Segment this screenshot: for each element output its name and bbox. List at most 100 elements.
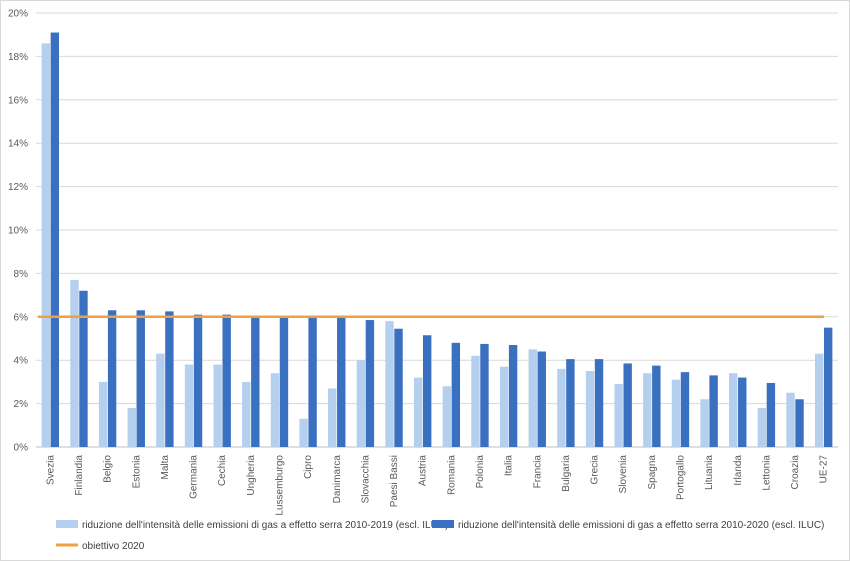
bar-2020 <box>738 377 747 447</box>
y-tick-label: 4% <box>14 356 29 367</box>
x-tick-label: Spagna <box>647 455 658 490</box>
bar-2019 <box>98 381 108 447</box>
bar-2020 <box>823 327 833 447</box>
y-tick-label: 12% <box>8 182 28 193</box>
bar-2019 <box>156 353 165 447</box>
bar-2020 <box>623 363 632 447</box>
y-tick-label: 8% <box>14 269 29 280</box>
x-tick-label: Danimarca <box>332 455 343 504</box>
x-tick-label: Cipro <box>303 455 314 479</box>
bar-2020 <box>337 316 346 447</box>
bar-2019 <box>184 364 194 447</box>
bar-2020 <box>451 342 461 447</box>
x-tick-label: Slovacchia <box>360 455 371 504</box>
bar-2020 <box>193 314 203 447</box>
bar-2020 <box>50 32 60 447</box>
bar-2020 <box>566 359 575 447</box>
bar-2019 <box>528 349 537 447</box>
bar-2020 <box>251 316 260 447</box>
bar-2020 <box>508 345 518 447</box>
bar-2020 <box>652 365 661 447</box>
y-tick-label: 20% <box>8 9 28 20</box>
bar-2020 <box>79 290 88 447</box>
x-tick-label: Malta <box>160 455 171 480</box>
bar-2019 <box>356 360 366 447</box>
bar-2020 <box>709 375 718 447</box>
y-tick-label: 0% <box>14 443 29 454</box>
bar-2020 <box>365 320 375 447</box>
x-tick-label: Romania <box>446 455 457 495</box>
bar-2019 <box>270 373 280 447</box>
legend-label-2020: riduzione dell'intensità delle emissioni… <box>458 520 824 531</box>
bar-2019 <box>814 353 824 447</box>
bar-2019 <box>585 371 595 447</box>
x-tick-label: Portogallo <box>675 455 686 500</box>
legend: riduzione dell'intensità delle emissioni… <box>56 520 824 552</box>
x-tick-label: UE-27 <box>819 455 830 484</box>
bar-2019 <box>328 388 337 447</box>
bar-2020 <box>222 314 231 447</box>
bar-2019 <box>70 279 79 447</box>
bar-2019 <box>643 373 652 447</box>
bar-2019 <box>757 407 767 447</box>
x-tick-label: Lettonia <box>761 455 772 491</box>
x-tick-label: Irlanda <box>733 455 744 486</box>
x-tick-label: Slovenia <box>618 455 629 494</box>
bar-2019 <box>413 377 423 447</box>
x-tick-label: Germania <box>189 455 200 499</box>
bar-2020 <box>537 351 546 447</box>
bar-2019 <box>299 418 308 447</box>
x-tick-label: Francia <box>532 455 543 489</box>
y-tick-label: 6% <box>14 312 29 323</box>
y-tick-label: 18% <box>8 52 28 63</box>
x-tick-label: Ungheria <box>246 455 257 496</box>
y-tick-label: 16% <box>8 95 28 106</box>
bar-2019 <box>557 368 566 447</box>
x-tick-label: Polonia <box>475 455 486 489</box>
x-tick-label: Finlandia <box>74 455 85 496</box>
x-tick-label: Cechia <box>217 455 228 487</box>
bar-2019 <box>614 384 623 447</box>
x-tick-label: Paesi Bassi <box>389 455 400 507</box>
x-tick-label: Austria <box>418 455 429 487</box>
bar-2020 <box>394 328 403 447</box>
bar-2020 <box>422 335 432 447</box>
x-tick-label: Grecia <box>590 455 601 485</box>
bar-2019 <box>385 321 394 447</box>
y-axis-ticks: 0% 2% 4% 6% 8% 10% 12% 14% 16% 18% 20% <box>8 9 28 454</box>
legend-label-target: obiettivo 2020 <box>82 541 145 552</box>
bar-2019 <box>786 392 795 447</box>
bar-2019 <box>471 355 480 447</box>
bar-2019 <box>442 386 452 447</box>
x-tick-label: Estonia <box>131 455 142 489</box>
x-tick-label: Lituania <box>704 455 715 490</box>
bar-2020 <box>766 382 776 447</box>
y-tick-label: 2% <box>14 399 29 410</box>
x-tick-label: Bulgaria <box>561 455 572 492</box>
y-tick-label: 10% <box>8 226 28 237</box>
bar-2020 <box>107 310 117 447</box>
bar-2019 <box>499 366 509 447</box>
bar-2019 <box>671 379 681 447</box>
bar-2020 <box>680 372 690 447</box>
x-axis-ticks: Svezia Finlandia Belgio Estonia Malta Germani… <box>45 455 829 516</box>
bar-2020 <box>795 399 804 447</box>
legend-swatch-2019 <box>56 520 78 528</box>
bar-2019 <box>729 373 738 447</box>
x-tick-label: Belgio <box>103 455 114 483</box>
bar-2019 <box>41 43 51 447</box>
bar-2019 <box>242 381 251 447</box>
bar-2020 <box>480 343 489 447</box>
bar-2019 <box>127 407 136 447</box>
legend-label-2019: riduzione dell'intensità delle emissioni… <box>82 520 448 531</box>
x-tick-label: Svezia <box>45 455 56 485</box>
x-tick-label: Italia <box>504 455 515 477</box>
legend-swatch-2020 <box>432 520 454 528</box>
bar-2020 <box>308 316 317 447</box>
bar-2019 <box>213 364 222 447</box>
bar-2020 <box>279 316 289 447</box>
y-tick-label: 14% <box>8 139 28 150</box>
x-tick-label: Croazia <box>790 455 801 490</box>
bar-2019 <box>700 399 709 447</box>
